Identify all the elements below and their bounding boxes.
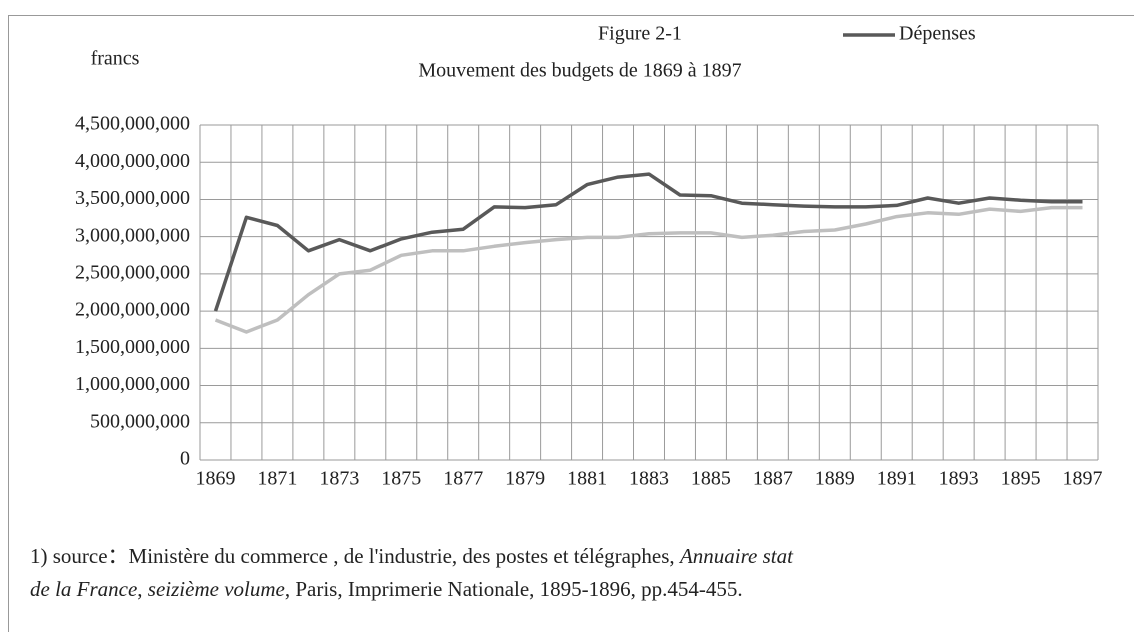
x-tick-label: 1881 [567, 468, 607, 490]
y-tick-label: 4,000,000,000 [75, 150, 190, 172]
y-tick-label: 2,500,000,000 [75, 261, 190, 283]
footnote-text: , Paris, Imprimerie Nationale, 1895-1896… [284, 577, 743, 601]
footnote-text: seizième volume [147, 577, 285, 601]
footnote-line: de la France, seizième volume, Paris, Im… [30, 577, 743, 602]
y-tick-label: 1,500,000,000 [75, 336, 190, 358]
footnote-text: 1) source：Ministère du commerce , de l'i… [30, 544, 680, 568]
x-tick-label: 1875 [381, 468, 421, 490]
x-tick-label: 1871 [257, 468, 297, 490]
x-tick-label: 1895 [1001, 468, 1041, 490]
legend-label: Dépenses [899, 23, 976, 45]
x-tick-label: 1883 [629, 468, 669, 490]
series-line [213, 172, 1083, 312]
x-tick-label: 1879 [505, 468, 545, 490]
footnote-text: Annuaire stat [679, 544, 793, 568]
x-tick-label: 1889 [815, 468, 855, 490]
x-tick-label: 1869 [195, 468, 235, 490]
chart-subtitle: Mouvement des budgets de 1869 à 1897 [418, 60, 741, 82]
x-tick-label: 1893 [939, 468, 979, 490]
y-tick-label: 3,500,000,000 [75, 187, 190, 209]
x-tick-label: 1887 [753, 468, 793, 490]
y-tick-label: 1,000,000,000 [75, 373, 190, 395]
y-tick-label: 4,500,000,000 [75, 113, 190, 135]
x-tick-label: 1885 [691, 468, 731, 490]
x-tick-label: 1891 [877, 468, 917, 490]
y-axis-label: francs [91, 48, 140, 70]
x-tick-label: 1897 [1063, 468, 1103, 490]
footnote-text: , [137, 577, 148, 601]
footnote-line: 1) source：Ministère du commerce , de l'i… [30, 540, 793, 570]
y-tick-label: 3,000,000,000 [75, 224, 190, 246]
y-tick-label: 500,000,000 [90, 410, 190, 432]
y-tick-label: 0 [180, 448, 190, 470]
chart-title: Figure 2-1 [598, 23, 682, 45]
x-tick-label: 1877 [443, 468, 483, 490]
series-line [214, 205, 1083, 334]
footnote-text: de la France [30, 577, 138, 601]
x-tick-label: 1873 [319, 468, 359, 490]
frame [8, 15, 1134, 632]
y-tick-label: 2,000,000,000 [75, 299, 190, 321]
